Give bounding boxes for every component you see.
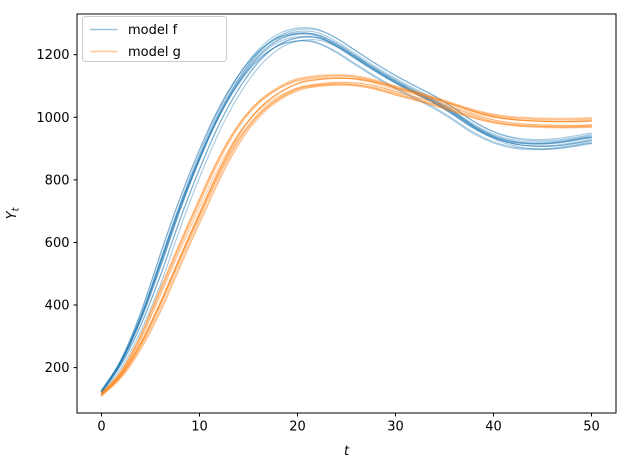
member-line-model-f [100, 36, 593, 393]
member-line-model-g [100, 77, 593, 394]
member-line-model-f [100, 33, 593, 392]
member-line-model-g [100, 77, 593, 396]
member-line-model-g [100, 77, 593, 396]
member-line-model-f [100, 32, 593, 391]
member-line-model-g [100, 74, 593, 394]
member-line-model-g [100, 83, 593, 396]
y-tick-label: 800 [45, 173, 70, 188]
tick-layer: 0 10 20 30 40 50 200 400 600 800 1000 1200 [36, 48, 599, 434]
x-tick-label: 40 [485, 420, 502, 435]
member-line-model-f [100, 35, 593, 393]
y-tick-label: 200 [45, 361, 70, 376]
series-layer [100, 27, 593, 397]
member-line-model-f [100, 39, 593, 393]
x-tick-label: 10 [191, 420, 208, 435]
x-axis-label: t [344, 444, 350, 459]
member-line-model-f [100, 40, 593, 395]
member-line-model-f [100, 39, 593, 395]
y-tick-label: 1000 [36, 111, 69, 126]
x-tick-label: 20 [289, 420, 306, 435]
y-tick-label: 600 [45, 236, 70, 251]
axes-spines [76, 13, 617, 414]
member-line-model-g [100, 77, 593, 396]
legend-label-model-g: model g [128, 45, 181, 60]
y-axis-label-base: Y [5, 210, 20, 219]
member-line-model-g [100, 82, 593, 396]
ensemble-model-g [100, 74, 593, 397]
legend: model f model g [82, 16, 227, 62]
member-line-model-f [100, 32, 593, 393]
legend-box [82, 16, 227, 62]
x-tick-label: 50 [583, 420, 600, 435]
legend-label-model-f: model f [128, 23, 178, 38]
member-line-model-f [100, 28, 593, 392]
x-tick-label: 0 [97, 420, 105, 435]
member-line-model-f [100, 36, 593, 393]
member-line-model-f [100, 30, 593, 392]
x-tick-label: 30 [387, 420, 404, 435]
member-line-model-g [100, 84, 593, 396]
member-line-model-g [100, 83, 593, 395]
member-line-model-f [100, 33, 593, 392]
y-tick-label: 400 [45, 299, 70, 314]
member-line-model-g [100, 75, 593, 396]
ensemble-model-f [100, 27, 593, 395]
y-axis-label: Yt [5, 206, 22, 219]
member-line-model-g [100, 81, 593, 396]
member-line-model-g [100, 83, 593, 397]
member-line-model-g [100, 74, 593, 394]
member-line-model-f [100, 27, 593, 391]
y-axis-label-subscript: t [11, 206, 22, 211]
y-tick-label: 1200 [36, 48, 69, 63]
